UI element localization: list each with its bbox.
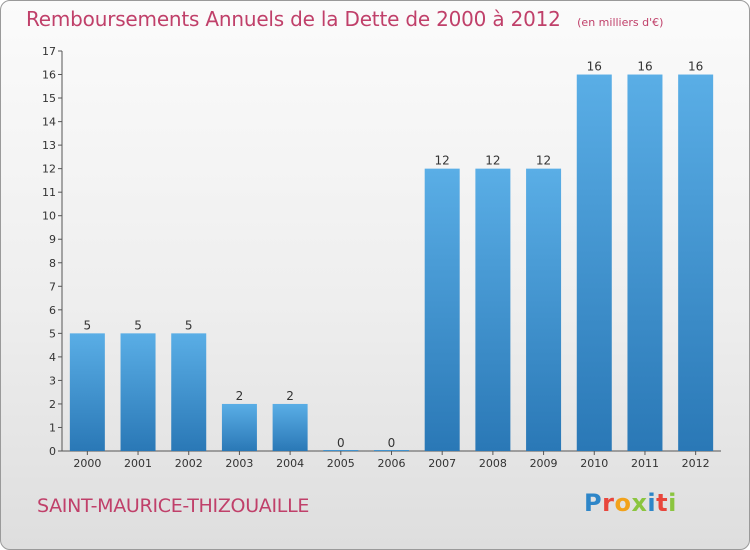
y-tick-label: 12 bbox=[42, 163, 56, 176]
x-tick-label: 2009 bbox=[530, 457, 558, 470]
proxiti-logo: Proxiti bbox=[584, 489, 677, 517]
data-label: 12 bbox=[536, 154, 551, 168]
bar bbox=[627, 74, 663, 451]
data-label: 12 bbox=[435, 154, 450, 168]
x-tick-label: 2004 bbox=[276, 457, 304, 470]
bar bbox=[69, 333, 105, 451]
y-tick-label: 8 bbox=[49, 257, 56, 270]
bar bbox=[576, 74, 612, 451]
bar bbox=[272, 403, 308, 451]
x-tick-label: 2002 bbox=[175, 457, 203, 470]
y-tick-label: 6 bbox=[49, 304, 56, 317]
data-label: 2 bbox=[236, 389, 244, 403]
y-tick-label: 4 bbox=[49, 351, 56, 364]
y-tick-label: 0 bbox=[49, 445, 56, 458]
data-label: 5 bbox=[185, 318, 193, 332]
y-tick-label: 14 bbox=[42, 116, 56, 129]
x-tick-label: 2012 bbox=[682, 457, 710, 470]
y-tick-label: 16 bbox=[42, 69, 56, 82]
data-label: 2 bbox=[286, 389, 294, 403]
chart-title-row: Remboursements Annuels de la Dette de 20… bbox=[26, 7, 663, 37]
x-tick-label: 2011 bbox=[631, 457, 659, 470]
data-label: 0 bbox=[388, 436, 396, 450]
data-label: 5 bbox=[134, 318, 142, 332]
y-tick-label: 5 bbox=[49, 327, 56, 340]
data-label: 16 bbox=[688, 60, 703, 74]
bar bbox=[221, 403, 257, 451]
chart-title: Remboursements Annuels de la Dette de 20… bbox=[26, 7, 561, 31]
y-tick-label: 7 bbox=[49, 280, 56, 293]
data-label: 16 bbox=[637, 60, 652, 74]
y-tick-label: 1 bbox=[49, 421, 56, 434]
bar bbox=[475, 168, 511, 451]
x-tick-label: 2008 bbox=[479, 457, 507, 470]
y-tick-label: 15 bbox=[42, 92, 56, 105]
y-tick-label: 9 bbox=[49, 233, 56, 246]
chart-subtitle: (en milliers d'€) bbox=[577, 16, 664, 29]
x-tick-label: 2006 bbox=[378, 457, 406, 470]
x-tick-label: 2007 bbox=[428, 457, 456, 470]
data-label: 16 bbox=[587, 60, 602, 74]
x-tick-label: 2005 bbox=[327, 457, 355, 470]
y-tick-label: 3 bbox=[49, 374, 56, 387]
bar bbox=[374, 450, 409, 451]
bar bbox=[171, 333, 207, 451]
bar bbox=[526, 168, 562, 451]
y-tick-label: 11 bbox=[42, 186, 56, 199]
x-tick-label: 2001 bbox=[124, 457, 152, 470]
x-tick-label: 2000 bbox=[73, 457, 101, 470]
y-tick-label: 17 bbox=[42, 45, 56, 58]
data-label: 0 bbox=[337, 436, 345, 450]
data-label: 5 bbox=[84, 318, 92, 332]
commune-name: SAINT-MAURICE-THIZOUAILLE bbox=[37, 495, 310, 517]
x-tick-label: 2003 bbox=[225, 457, 253, 470]
y-tick-label: 10 bbox=[42, 210, 56, 223]
bar bbox=[323, 450, 359, 451]
bar bbox=[120, 333, 156, 451]
bar bbox=[678, 74, 714, 451]
bar bbox=[424, 168, 460, 451]
y-tick-label: 13 bbox=[42, 139, 56, 152]
data-label: 12 bbox=[485, 154, 500, 168]
x-tick-label: 2010 bbox=[580, 457, 608, 470]
y-tick-label: 2 bbox=[49, 398, 56, 411]
